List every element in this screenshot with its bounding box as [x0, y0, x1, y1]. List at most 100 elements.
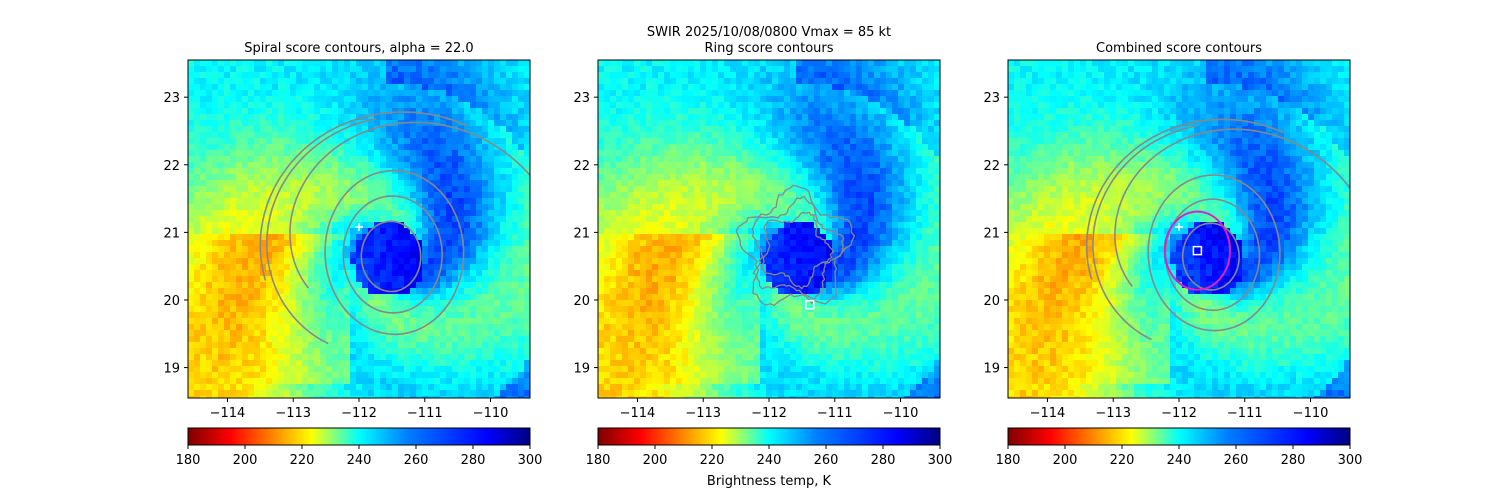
- image-cell: [374, 282, 381, 289]
- image-cell: [272, 354, 279, 361]
- image-cell: [296, 126, 303, 133]
- image-cell: [230, 210, 237, 217]
- image-cell: [296, 156, 303, 163]
- image-cell: [308, 84, 315, 91]
- image-cell: [302, 162, 309, 169]
- image-cell: [248, 66, 255, 73]
- image-cell: [676, 138, 683, 145]
- image-cell: [832, 216, 839, 223]
- image-cell: [790, 150, 797, 157]
- image-cell: [224, 222, 231, 229]
- image-cell: [452, 66, 459, 73]
- image-cell: [838, 90, 845, 97]
- image-cell: [856, 210, 863, 217]
- image-cell: [368, 72, 375, 79]
- image-cell: [284, 108, 291, 115]
- image-cell: [350, 336, 357, 343]
- image-cell: [760, 108, 767, 115]
- image-cell: [374, 198, 381, 205]
- image-cell: [470, 84, 477, 91]
- image-cell: [512, 270, 519, 277]
- image-cell: [410, 258, 417, 265]
- image-cell: [736, 156, 743, 163]
- image-cell: [410, 384, 417, 391]
- image-cell: [494, 348, 501, 355]
- image-cell: [314, 210, 321, 217]
- image-cell: [194, 192, 201, 199]
- image-cell: [398, 186, 405, 193]
- image-cell: [386, 234, 393, 241]
- image-cell: [368, 150, 375, 157]
- image-cell: [386, 186, 393, 193]
- image-cell: [236, 84, 243, 91]
- image-cell: [494, 306, 501, 313]
- ir-image: [188, 60, 530, 398]
- image-cell: [694, 150, 701, 157]
- image-cell: [670, 192, 677, 199]
- image-cell: [868, 222, 875, 229]
- image-cell: [254, 372, 261, 379]
- image-cell: [314, 360, 321, 367]
- image-cell: [628, 96, 635, 103]
- image-cell: [856, 102, 863, 109]
- image-cell: [242, 114, 249, 121]
- image-cell: [266, 144, 273, 151]
- image-cell: [440, 174, 447, 181]
- image-cell: [640, 174, 647, 181]
- image-cell: [338, 168, 345, 175]
- image-cell: [476, 258, 483, 265]
- image-cell: [404, 216, 411, 223]
- image-cell: [712, 78, 719, 85]
- image-cell: [524, 348, 530, 355]
- image-cell: [428, 192, 435, 199]
- image-cell: [610, 102, 617, 109]
- image-cell: [200, 294, 207, 301]
- image-cell: [844, 150, 851, 157]
- image-cell: [616, 60, 623, 67]
- image-cell: [392, 246, 399, 253]
- image-cell: [604, 102, 611, 109]
- image-cell: [482, 162, 489, 169]
- image-cell: [272, 246, 279, 253]
- image-cell: [634, 114, 641, 121]
- image-cell: [404, 354, 411, 361]
- image-cell: [832, 210, 839, 217]
- image-cell: [832, 204, 839, 211]
- image-cell: [368, 204, 375, 211]
- image-cell: [296, 294, 303, 301]
- image-cell: [676, 174, 683, 181]
- image-cell: [326, 192, 333, 199]
- image-cell: [338, 132, 345, 139]
- image-cell: [386, 306, 393, 313]
- image-cell: [700, 102, 707, 109]
- image-cell: [524, 114, 530, 121]
- image-cell: [838, 144, 845, 151]
- image-cell: [254, 174, 261, 181]
- image-cell: [742, 144, 749, 151]
- image-cell: [398, 228, 405, 235]
- image-cell: [736, 72, 743, 79]
- image-cell: [784, 108, 791, 115]
- image-cell: [236, 144, 243, 151]
- image-cell: [916, 96, 923, 103]
- image-cell: [380, 198, 387, 205]
- image-cell: [856, 96, 863, 103]
- image-cell: [272, 276, 279, 283]
- image-cell: [766, 132, 773, 139]
- image-cell: [224, 240, 231, 247]
- image-cell: [272, 102, 279, 109]
- image-cell: [760, 90, 767, 97]
- image-cell: [844, 138, 851, 145]
- image-cell: [236, 60, 243, 67]
- image-cell: [308, 294, 315, 301]
- image-cell: [784, 90, 791, 97]
- image-cell: [254, 342, 261, 349]
- image-cell: [802, 138, 809, 145]
- image-cell: [718, 156, 725, 163]
- image-cell: [440, 216, 447, 223]
- image-cell: [670, 102, 677, 109]
- image-cell: [416, 354, 423, 361]
- image-cell: [476, 390, 483, 397]
- image-cell: [488, 396, 495, 398]
- figure-suptitle: SWIR 2025/10/08/0800 Vmax = 85 kt: [647, 25, 891, 40]
